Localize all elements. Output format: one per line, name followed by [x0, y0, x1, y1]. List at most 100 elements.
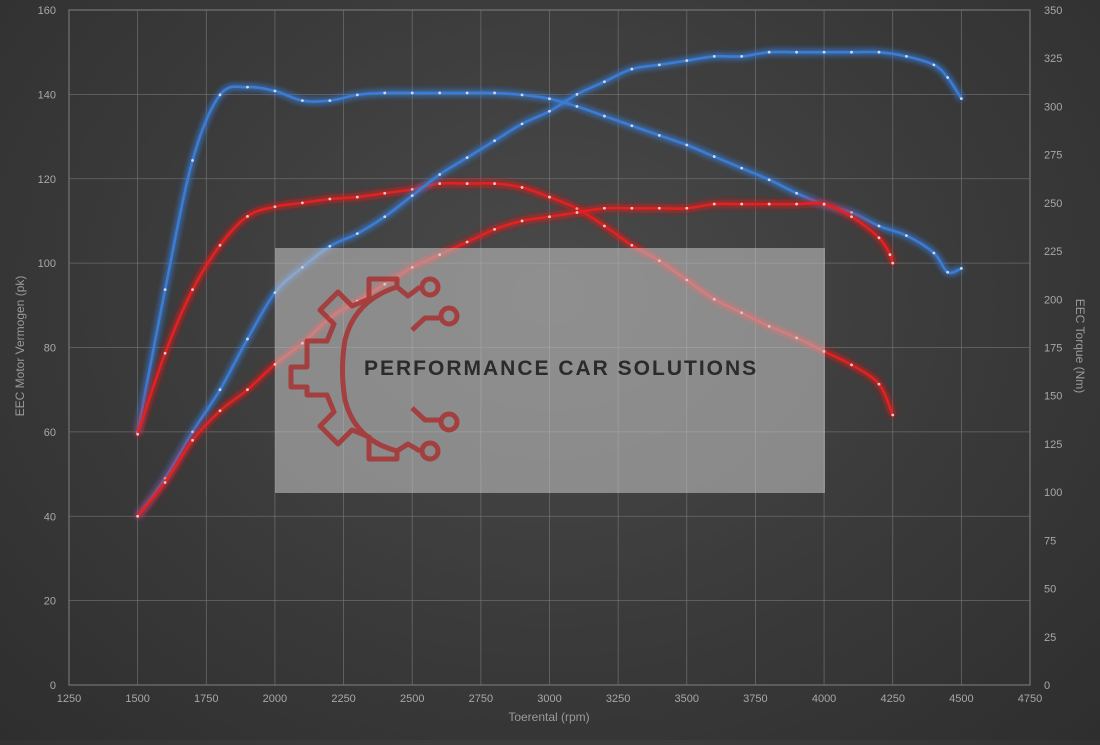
data-point — [932, 251, 936, 255]
x-tick-label: 2000 — [263, 693, 287, 705]
y2-tick-label: 300 — [1044, 101, 1062, 113]
data-point — [548, 109, 551, 113]
data-point — [410, 187, 414, 191]
data-point — [163, 351, 167, 355]
data-point — [905, 55, 908, 58]
y2-tick-label: 0 — [1044, 680, 1050, 692]
data-point — [657, 133, 661, 137]
data-point — [795, 50, 799, 54]
x-tick-label: 4750 — [1018, 693, 1042, 705]
data-point — [795, 191, 799, 195]
x-tick-label: 1250 — [57, 693, 81, 705]
series-4 — [136, 201, 895, 518]
data-point — [548, 215, 551, 219]
y2-tick-label: 150 — [1044, 391, 1062, 403]
gear-circuit-logo — [288, 276, 460, 462]
data-point — [603, 206, 606, 210]
data-point — [520, 186, 524, 189]
data-point — [465, 240, 469, 244]
y-tick-label: 0 — [50, 680, 56, 692]
data-point — [657, 206, 661, 210]
y2-tick-label: 175 — [1044, 343, 1062, 355]
data-point — [438, 173, 442, 176]
data-point — [685, 143, 689, 147]
data-point — [246, 214, 249, 218]
data-point — [493, 182, 496, 185]
data-point — [946, 270, 950, 274]
data-point — [630, 243, 634, 247]
data-point — [520, 219, 524, 223]
data-point — [712, 202, 716, 206]
x-tick-label: 4250 — [880, 693, 904, 705]
data-point — [712, 155, 716, 158]
data-point — [891, 413, 895, 417]
x-tick-label: 4500 — [949, 693, 973, 705]
data-point — [685, 59, 689, 63]
data-point — [410, 91, 414, 95]
data-point — [328, 244, 332, 248]
x-tick-label: 1500 — [125, 693, 149, 705]
watermark-text: PERFORMANCE CAR SOLUTIONS — [364, 357, 758, 380]
data-point — [932, 63, 936, 67]
data-point — [383, 191, 387, 195]
data-point — [136, 514, 140, 518]
data-point — [191, 288, 194, 292]
y2-tick-label: 50 — [1044, 584, 1056, 596]
y2-tick-label: 100 — [1044, 487, 1062, 499]
data-point — [575, 207, 579, 211]
data-point — [191, 159, 194, 162]
data-point — [740, 202, 744, 206]
data-point — [163, 481, 167, 484]
data-point — [300, 99, 304, 103]
data-point — [877, 236, 881, 240]
y-tick-label: 60 — [44, 427, 56, 439]
x-tick-label: 2750 — [469, 693, 493, 705]
y2-tick-label: 125 — [1044, 439, 1062, 451]
data-point — [218, 243, 222, 247]
y2-tick-label: 250 — [1044, 198, 1062, 210]
data-point — [163, 288, 167, 292]
data-point — [520, 93, 524, 97]
data-point — [740, 166, 744, 170]
data-point — [355, 195, 359, 199]
data-point — [712, 55, 716, 58]
data-point — [877, 50, 881, 54]
data-point — [493, 227, 496, 231]
x-tick-label: 3750 — [743, 693, 767, 705]
y2-axis-title: EEC Torque (Nm) — [1073, 299, 1087, 393]
data-point — [355, 93, 359, 97]
data-point — [575, 211, 579, 214]
data-point — [603, 224, 606, 228]
y-tick-label: 120 — [38, 174, 56, 186]
data-point — [822, 202, 826, 206]
y-axis-title: EEC Motor Vermogen (pk) — [13, 276, 27, 417]
y2-tick-label: 225 — [1044, 246, 1062, 258]
data-point — [438, 91, 442, 95]
data-point — [630, 206, 634, 210]
x-tick-label: 1750 — [194, 693, 218, 705]
y-tick-label: 20 — [44, 596, 56, 608]
data-point — [767, 50, 771, 54]
data-point — [273, 205, 277, 209]
y-tick-label: 160 — [38, 5, 56, 17]
data-point — [795, 202, 799, 206]
data-point — [657, 63, 661, 67]
series-line — [136, 201, 895, 518]
data-point — [767, 178, 771, 182]
data-point — [603, 114, 606, 118]
data-point — [328, 99, 332, 103]
x-tick-label: 3250 — [606, 693, 630, 705]
data-point — [218, 388, 222, 392]
y2-tick-label: 275 — [1044, 150, 1062, 162]
data-point — [465, 91, 469, 95]
data-point — [575, 92, 579, 96]
data-point — [548, 97, 551, 101]
data-point — [822, 50, 826, 54]
data-point — [520, 122, 524, 126]
data-point — [888, 253, 892, 257]
data-point — [246, 388, 249, 392]
data-point — [355, 232, 359, 235]
data-point — [465, 182, 469, 185]
data-point — [850, 50, 853, 54]
